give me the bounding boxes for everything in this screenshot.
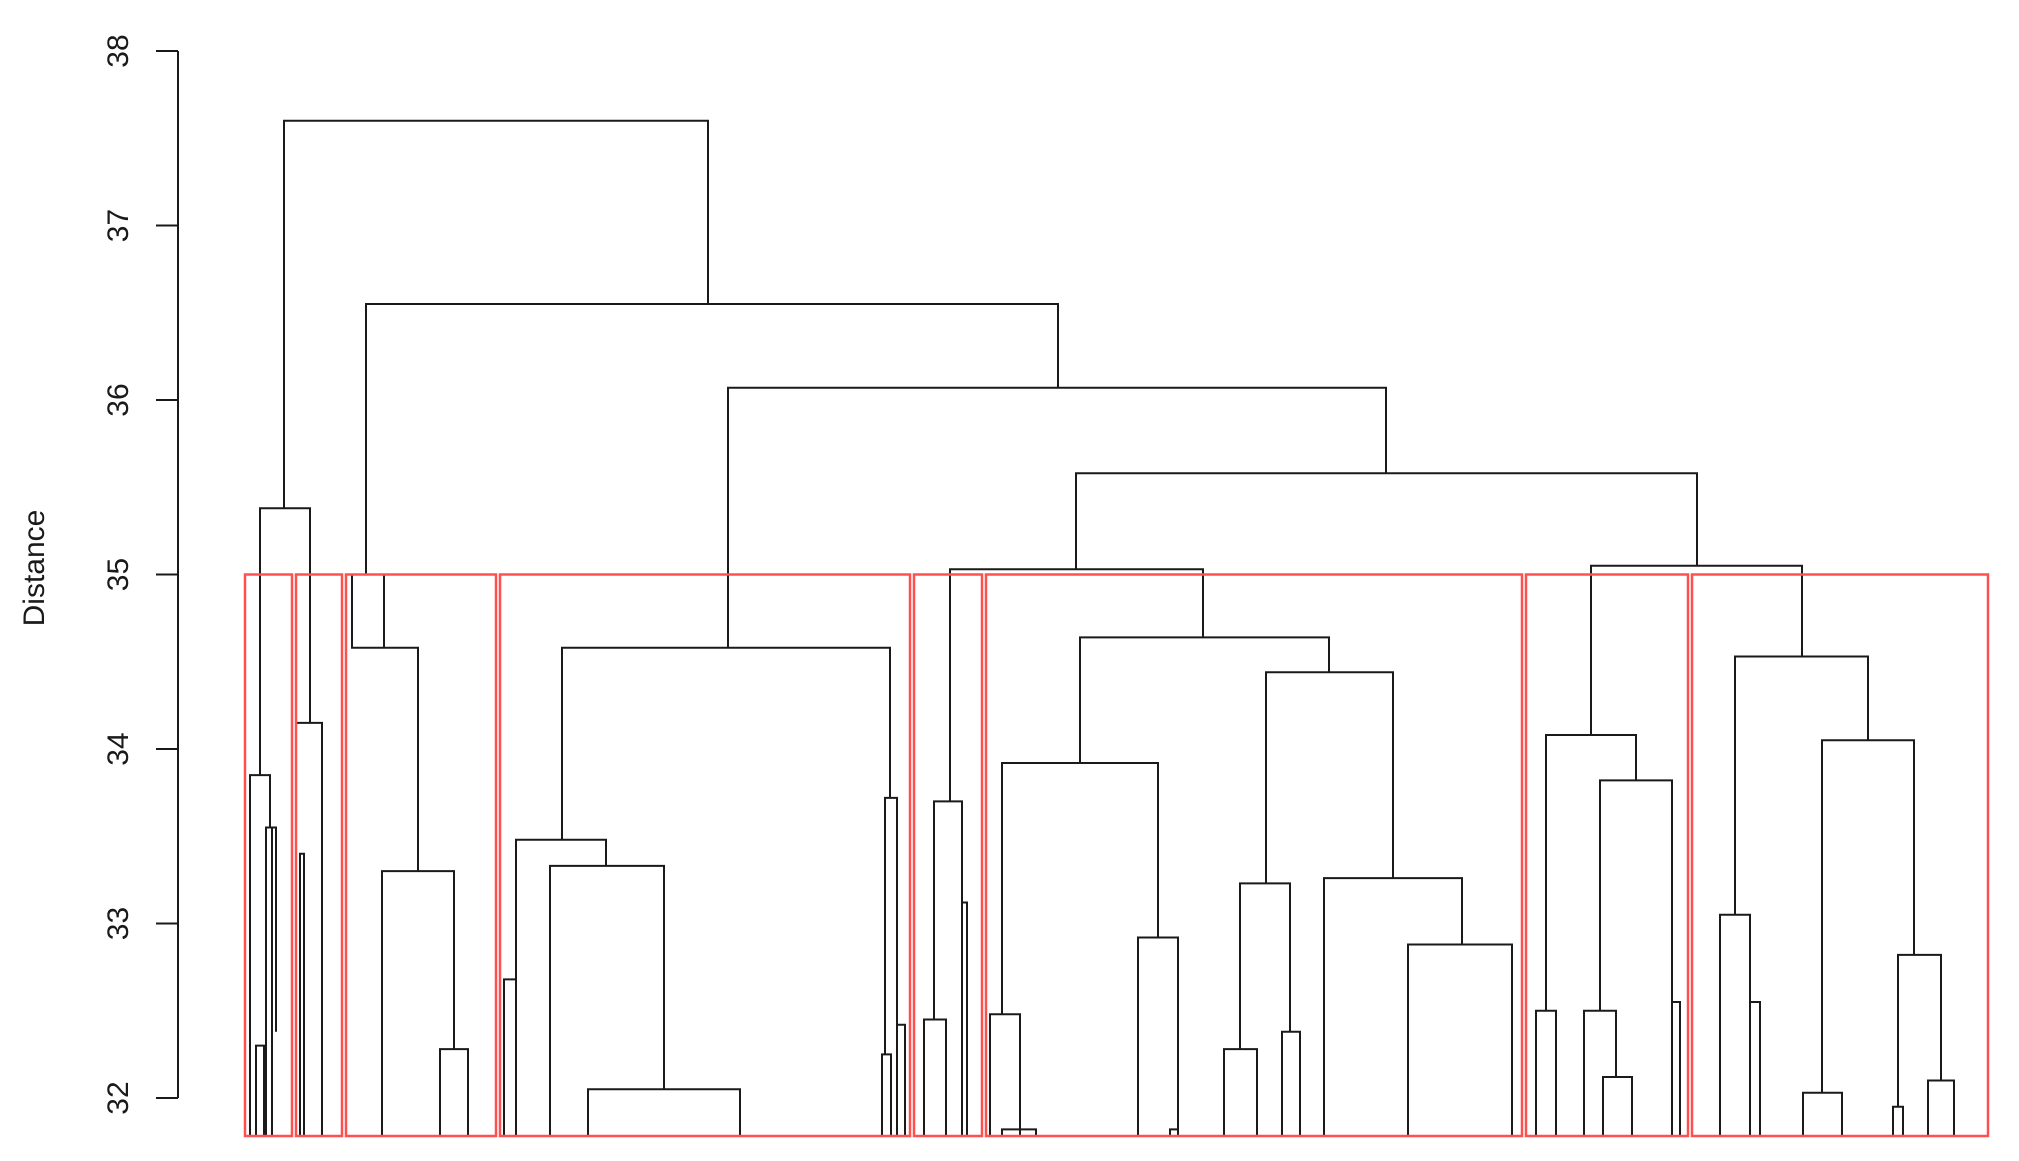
dendrogram-link — [1323, 877, 1463, 1136]
cluster-box — [294, 573, 344, 1138]
dendrogram-link — [561, 646, 891, 840]
cluster-box — [498, 573, 912, 1138]
cluster-box — [1690, 573, 1990, 1138]
dendrogram-link — [515, 838, 607, 980]
dendrogram-link — [1075, 472, 1698, 570]
dendrogram-link — [961, 901, 968, 1136]
dendrogram-link — [884, 796, 898, 1055]
dendrogram-link — [1137, 936, 1179, 1136]
y-tick-label: 33 — [102, 907, 135, 940]
dendrogram-tree — [249, 119, 1955, 1136]
dendrogram-link — [949, 568, 1204, 802]
cluster-box — [243, 573, 294, 1138]
dendrogram-link — [1599, 779, 1673, 1011]
y-tick-label: 32 — [102, 1081, 135, 1114]
cluster-box — [1524, 573, 1690, 1138]
dendrogram-link — [1892, 1105, 1904, 1136]
dendrogram-link — [1281, 1030, 1301, 1136]
dendrogram-link — [1239, 882, 1291, 1050]
dendrogram-link — [549, 864, 665, 1136]
dendrogram-link — [989, 1013, 1021, 1136]
dendrogram-link — [881, 1053, 892, 1136]
dendrogram-link — [1535, 1009, 1557, 1136]
dendrogram-link — [365, 303, 1059, 575]
dendrogram-link — [439, 1048, 469, 1136]
dendrogram-link — [1602, 1076, 1633, 1136]
dendrogram-link — [259, 507, 311, 776]
dendrogram-link — [1734, 655, 1869, 915]
y-axis-label: Distance — [18, 510, 51, 627]
dendrogram-link — [1897, 953, 1942, 1107]
dendrogram-link — [933, 800, 963, 1020]
y-tick-label: 34 — [102, 732, 135, 765]
dendrogram-link — [1590, 564, 1803, 736]
cluster-box — [912, 573, 984, 1138]
dendrogram-link — [283, 119, 709, 509]
dendrogram-link — [1407, 943, 1513, 1136]
dendrogram-link — [1821, 739, 1915, 1093]
y-tick-label: 37 — [102, 209, 135, 242]
dendrogram-link — [1671, 1001, 1681, 1136]
dendrogram-link — [1265, 671, 1394, 884]
dendrogram-link — [381, 870, 455, 1136]
dendrogram-link — [587, 1088, 741, 1136]
dendrogram-link — [923, 1018, 947, 1136]
y-axis: 32 33 34 35 36 37 38 — [102, 34, 179, 1115]
dendrogram-link — [255, 1044, 265, 1136]
dendrogram-link — [1927, 1079, 1955, 1136]
dendrogram-link — [1545, 734, 1637, 1011]
y-tick-label: 38 — [102, 34, 135, 67]
y-tick-label: 36 — [102, 383, 135, 416]
y-tick-label: 35 — [102, 558, 135, 591]
dendrogram-link — [299, 852, 305, 1136]
dendrogram-link — [1719, 913, 1751, 1136]
dendrogram-link — [896, 1023, 906, 1136]
dendrogram-link — [503, 978, 517, 1136]
dendrogram-link — [1223, 1048, 1258, 1136]
cluster-box — [984, 573, 1524, 1138]
dendrogram-link — [1583, 1009, 1617, 1136]
dendrogram-link — [1802, 1091, 1843, 1136]
dendrogram-link — [727, 386, 1387, 648]
dendrogram-link — [1169, 1128, 1179, 1136]
dendrogram-link — [1749, 1001, 1761, 1136]
dendrogram-link — [1001, 1128, 1037, 1136]
cluster-box — [344, 573, 498, 1138]
dendrogram-link — [1079, 636, 1330, 763]
cluster-boxes — [243, 573, 1990, 1138]
dendrogram-link — [1001, 761, 1159, 1015]
